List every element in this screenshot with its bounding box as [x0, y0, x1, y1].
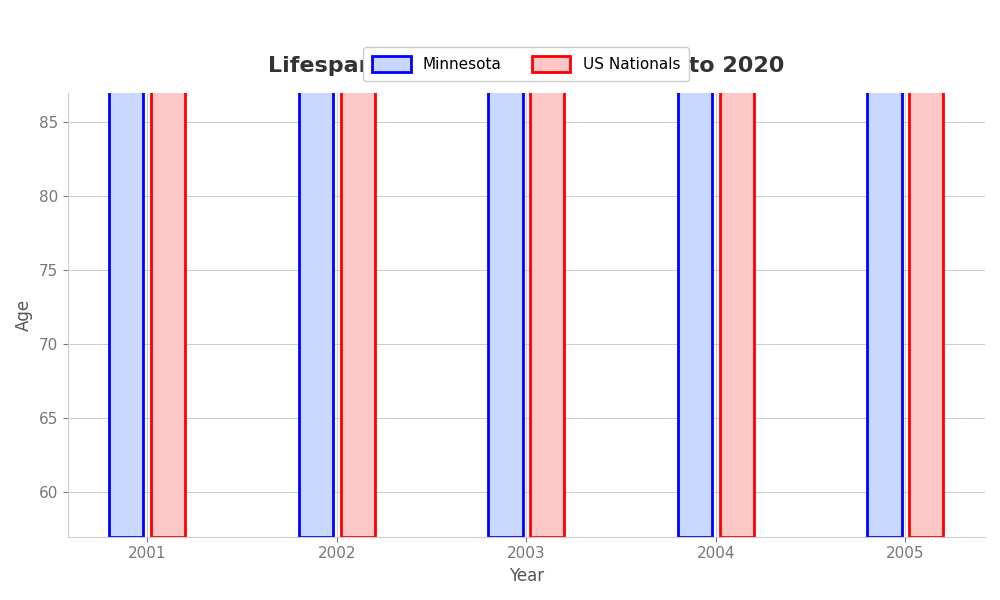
- Bar: [867, 0, 902, 537]
- Bar: [109, 0, 143, 537]
- Bar: [909, 0, 943, 537]
- Bar: [151, 0, 185, 537]
- Bar: [341, 0, 375, 537]
- Bar: [488, 0, 523, 537]
- Bar: [720, 0, 754, 537]
- Bar: [678, 0, 712, 537]
- X-axis label: Year: Year: [509, 567, 544, 585]
- Y-axis label: Age: Age: [15, 299, 33, 331]
- Bar: [299, 0, 333, 537]
- Legend: Minnesota, US Nationals: Minnesota, US Nationals: [363, 47, 689, 82]
- Title: Lifespan in Minnesota from 1991 to 2020: Lifespan in Minnesota from 1991 to 2020: [268, 56, 785, 76]
- Bar: [530, 0, 564, 537]
